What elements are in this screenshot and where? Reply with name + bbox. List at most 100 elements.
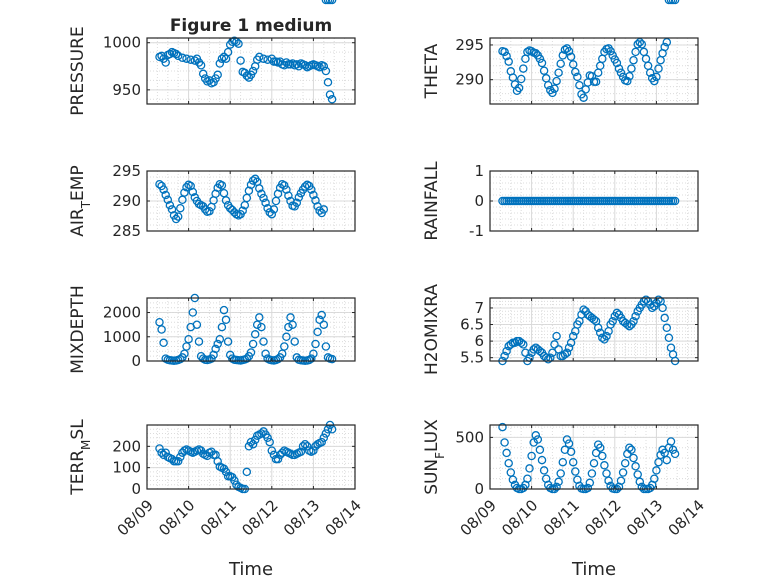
data-point	[602, 331, 611, 341]
data-point	[267, 209, 277, 219]
y-tick-label: 1000	[103, 328, 141, 346]
x-tick-label: 08/10	[155, 496, 198, 539]
data-point	[519, 340, 528, 349]
data-point	[616, 476, 626, 485]
x-tick-label: 08/11	[197, 496, 240, 539]
y-tick-label: 5.5	[460, 349, 484, 367]
data-point	[521, 348, 530, 357]
data-point	[625, 443, 634, 452]
data-point	[284, 322, 293, 332]
data-point	[608, 51, 617, 60]
data-point	[196, 61, 206, 70]
y-tick-label: 0	[131, 352, 141, 370]
data-point	[319, 205, 329, 214]
y-tick-label: 500	[455, 428, 484, 446]
data-point	[516, 338, 526, 348]
y-tick-label: 290	[455, 71, 484, 89]
y-tick-label: 1000	[103, 34, 141, 52]
data-point	[255, 184, 264, 193]
data-point	[568, 457, 578, 467]
data-point	[500, 47, 509, 57]
data-point	[242, 71, 252, 80]
data-point	[234, 39, 243, 48]
y-tick-label: 6	[474, 332, 484, 350]
data-point	[498, 422, 507, 432]
data-point	[215, 59, 225, 68]
x-tick-label: 08/14	[322, 496, 365, 539]
y-tick-label: 1	[474, 162, 484, 180]
data-point	[186, 55, 195, 64]
data-point	[246, 348, 256, 357]
data-point	[161, 58, 170, 67]
data-point	[296, 447, 306, 456]
data-point	[315, 206, 324, 215]
data-point	[255, 313, 264, 322]
data-point	[217, 54, 227, 63]
series	[498, 196, 680, 206]
data-point	[514, 83, 524, 93]
panel-3: 285 290 295 AIRTEMP	[68, 0, 356, 240]
data-point	[215, 334, 225, 344]
data-point	[519, 64, 528, 73]
data-point	[288, 320, 297, 329]
data-point	[548, 88, 557, 98]
data-point	[579, 305, 588, 314]
data-point	[300, 439, 310, 449]
data-point	[502, 51, 511, 61]
data-point	[182, 54, 191, 63]
data-point	[155, 444, 164, 453]
series	[155, 36, 337, 104]
data-point	[670, 0, 680, 5]
x-tick-label: 08/12	[581, 496, 624, 539]
series	[498, 0, 680, 102]
y-tick-label: 0	[474, 480, 484, 498]
data-point	[192, 320, 202, 329]
data-point	[625, 321, 634, 331]
data-point	[660, 313, 669, 323]
data-point	[533, 435, 543, 444]
data-point	[250, 435, 260, 445]
data-point	[294, 193, 304, 202]
data-point	[321, 66, 331, 76]
data-point	[552, 331, 561, 341]
figure-title: Figure 1 medium	[170, 16, 332, 36]
y-tick-label: 2000	[103, 304, 141, 322]
data-point	[558, 51, 568, 60]
data-point	[319, 320, 329, 329]
data-point	[627, 64, 636, 73]
data-point	[248, 339, 258, 349]
data-point	[171, 214, 181, 224]
panel-1: 950 1000 PRESSURE	[68, 26, 356, 116]
data-point	[248, 176, 258, 185]
data-point	[219, 305, 229, 315]
data-point	[531, 431, 541, 440]
data-point	[159, 338, 168, 348]
data-point	[662, 323, 672, 333]
data-point	[171, 49, 181, 59]
y-axis-label: PRESSURE	[68, 26, 88, 115]
axes-box	[489, 37, 699, 105]
data-point	[277, 448, 287, 457]
data-point	[263, 433, 272, 443]
data-point	[307, 354, 316, 363]
data-point	[161, 448, 170, 457]
data-point	[217, 181, 227, 190]
data-point	[319, 433, 329, 443]
data-point	[155, 317, 164, 327]
data-point	[500, 438, 509, 447]
data-point	[309, 349, 318, 358]
data-point	[242, 467, 252, 477]
data-point	[223, 337, 233, 346]
x-tick-label: 08/10	[498, 496, 541, 539]
data-point	[595, 443, 605, 452]
axes-box	[146, 37, 356, 105]
y-axis-label: SUNFLUX	[422, 419, 447, 495]
data-point	[221, 467, 231, 477]
data-point	[631, 462, 640, 471]
data-point	[564, 343, 574, 352]
data-point	[286, 313, 295, 322]
data-point	[502, 448, 511, 458]
data-point	[244, 442, 254, 451]
data-point	[327, 0, 337, 5]
data-point	[273, 454, 283, 464]
